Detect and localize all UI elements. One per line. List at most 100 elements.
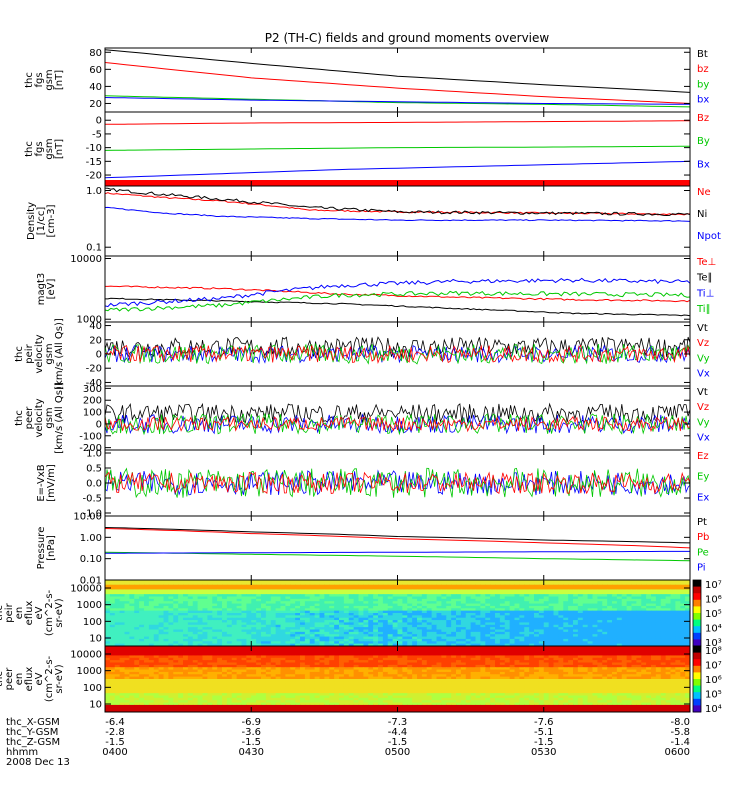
heatmap-cell bbox=[183, 634, 189, 638]
heatmap-cell bbox=[534, 589, 540, 593]
heatmap-cell bbox=[397, 596, 403, 600]
heatmap-cell bbox=[475, 587, 481, 591]
heatmap-cell bbox=[504, 627, 511, 631]
heatmap-cell bbox=[139, 664, 145, 668]
heatmap-cell bbox=[382, 660, 389, 664]
heatmap-cell bbox=[339, 631, 345, 635]
heatmap-cell bbox=[105, 582, 111, 586]
heatmap-cell bbox=[187, 603, 194, 607]
heatmap-cell bbox=[519, 613, 525, 616]
heatmap-cell bbox=[129, 591, 135, 595]
heatmap-cell bbox=[504, 641, 511, 645]
heatmap-cell bbox=[183, 653, 189, 657]
heatmap-cell bbox=[353, 650, 360, 654]
heatmap-cell bbox=[563, 596, 569, 600]
heatmap-cell bbox=[285, 613, 291, 616]
heatmap-cell bbox=[660, 650, 667, 654]
heatmap-cell bbox=[587, 664, 594, 668]
heatmap-cell bbox=[665, 594, 672, 598]
heatmap-cell bbox=[504, 657, 511, 661]
heatmap-cell bbox=[173, 643, 179, 646]
heatmap-cell bbox=[119, 610, 126, 614]
heatmap-cell bbox=[256, 605, 262, 609]
heatmap-cell bbox=[456, 594, 462, 598]
heatmap-cell bbox=[134, 636, 140, 640]
y-axis-label: thcfgsgsm[nT] bbox=[24, 138, 65, 159]
heatmap-cell bbox=[509, 657, 516, 661]
heatmap-cell bbox=[105, 634, 111, 638]
heatmap-cell bbox=[651, 636, 657, 640]
heatmap-cell bbox=[616, 589, 623, 593]
heatmap-cell bbox=[114, 584, 121, 588]
heatmap-cell bbox=[334, 591, 340, 595]
heatmap-cell bbox=[256, 641, 262, 645]
heatmap-cell bbox=[563, 636, 569, 640]
heatmap-cell bbox=[665, 646, 672, 649]
heatmap-cell bbox=[285, 650, 291, 654]
heatmap-cell bbox=[183, 591, 189, 595]
heatmap-cell bbox=[300, 664, 306, 668]
heatmap-cell bbox=[480, 650, 486, 654]
heatmap-cell bbox=[441, 601, 447, 605]
heatmap-cell bbox=[119, 617, 126, 621]
heatmap-cell bbox=[124, 601, 130, 605]
heatmap-cell bbox=[446, 589, 452, 593]
heatmap-cell bbox=[538, 584, 545, 588]
heatmap-cell bbox=[192, 598, 199, 602]
heatmap-cell bbox=[665, 660, 672, 664]
heatmap-cell bbox=[339, 624, 345, 628]
heatmap-cell bbox=[329, 643, 335, 646]
heatmap-cell bbox=[597, 629, 603, 633]
heatmap-cell bbox=[621, 587, 628, 591]
heatmap-cell bbox=[246, 598, 252, 602]
heatmap-cell bbox=[587, 657, 594, 661]
heatmap-cell bbox=[597, 610, 603, 614]
heatmap-cell bbox=[261, 662, 267, 666]
heatmap-cell bbox=[285, 608, 291, 612]
heatmap-cell bbox=[387, 615, 394, 619]
heatmap-cell bbox=[412, 580, 418, 583]
heatmap-cell bbox=[265, 620, 272, 624]
heatmap-cell bbox=[602, 622, 608, 626]
heatmap-cell bbox=[456, 624, 462, 628]
heatmap-cell bbox=[368, 596, 374, 600]
heatmap-cell bbox=[499, 594, 506, 598]
heatmap-cell bbox=[475, 653, 481, 657]
heatmap-cell bbox=[187, 598, 194, 602]
heatmap-cell bbox=[144, 669, 150, 673]
heatmap-cell bbox=[309, 660, 316, 664]
heatmap-cell bbox=[251, 584, 257, 588]
heatmap-cell bbox=[475, 622, 481, 626]
heatmap-cell bbox=[168, 664, 174, 668]
heatmap-cell bbox=[285, 634, 291, 638]
heatmap-cell bbox=[382, 605, 389, 609]
heatmap-cell bbox=[577, 589, 584, 593]
heatmap-cell bbox=[392, 653, 399, 657]
heatmap-cell bbox=[495, 613, 501, 616]
heatmap-cell bbox=[495, 589, 501, 593]
heatmap-cell bbox=[543, 613, 550, 616]
heatmap-cell bbox=[602, 662, 608, 666]
heatmap-cell bbox=[304, 613, 311, 616]
heatmap-cell bbox=[231, 620, 238, 624]
heatmap-cell bbox=[280, 631, 286, 635]
legend-entry: Vx bbox=[697, 433, 710, 444]
heatmap-cell bbox=[524, 662, 530, 666]
colorbar-segment bbox=[693, 586, 701, 594]
heatmap-cell bbox=[134, 643, 140, 646]
heatmap-cell bbox=[202, 615, 208, 619]
heatmap-cell bbox=[426, 605, 433, 609]
heatmap-cell bbox=[158, 650, 165, 654]
heatmap-cell bbox=[543, 655, 550, 659]
heatmap-cell bbox=[309, 582, 316, 586]
heatmap-cell bbox=[597, 603, 603, 607]
heatmap-cell bbox=[129, 634, 135, 638]
heatmap-cell bbox=[412, 624, 418, 628]
heatmap-cell bbox=[382, 622, 389, 626]
heatmap-cell bbox=[548, 660, 555, 664]
heatmap-cell bbox=[334, 620, 340, 624]
heatmap-cell bbox=[582, 634, 589, 638]
heatmap-cell bbox=[573, 631, 579, 635]
heatmap-cell bbox=[538, 653, 545, 657]
heatmap-cell bbox=[475, 584, 481, 588]
